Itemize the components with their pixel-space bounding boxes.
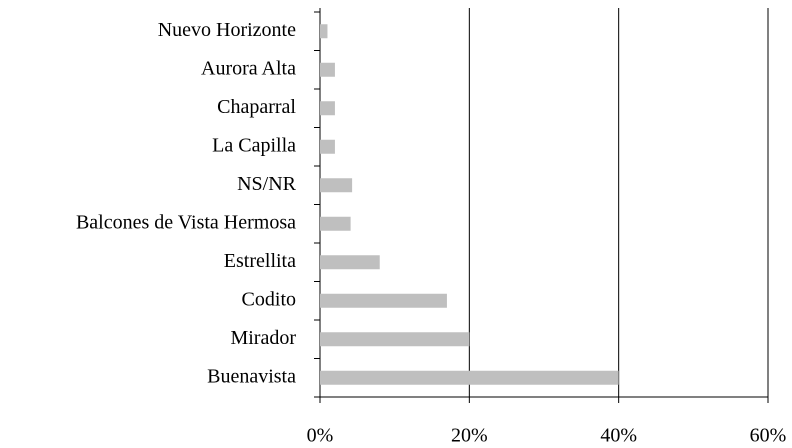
x-tick-label: 40% [600, 425, 637, 447]
bar [320, 293, 447, 308]
bar [320, 178, 353, 193]
x-tick-label: 20% [451, 425, 488, 447]
x-tick-label: 60% [750, 425, 787, 447]
y-tick-label: Chaparral [217, 96, 296, 118]
bar [320, 370, 619, 385]
bar [320, 139, 335, 154]
bar [320, 332, 470, 347]
y-tick-label: Nuevo Horizonte [158, 19, 296, 41]
bar [320, 216, 351, 231]
bar [320, 62, 335, 77]
y-tick-label: Estrellita [224, 250, 296, 272]
x-tick-label: 0% [307, 425, 334, 447]
y-tick-label: Codito [242, 288, 296, 310]
bar [320, 101, 335, 116]
y-tick-label: NS/NR [237, 173, 297, 195]
bar [320, 255, 380, 270]
y-tick-label: La Capilla [212, 134, 296, 156]
y-tick-label: Balcones de Vista Hermosa [76, 211, 296, 233]
y-tick-label: Mirador [230, 327, 296, 349]
bar [320, 24, 328, 39]
y-tick-label: Aurora Alta [201, 57, 296, 79]
y-tick-label: Buenavista [207, 365, 296, 387]
